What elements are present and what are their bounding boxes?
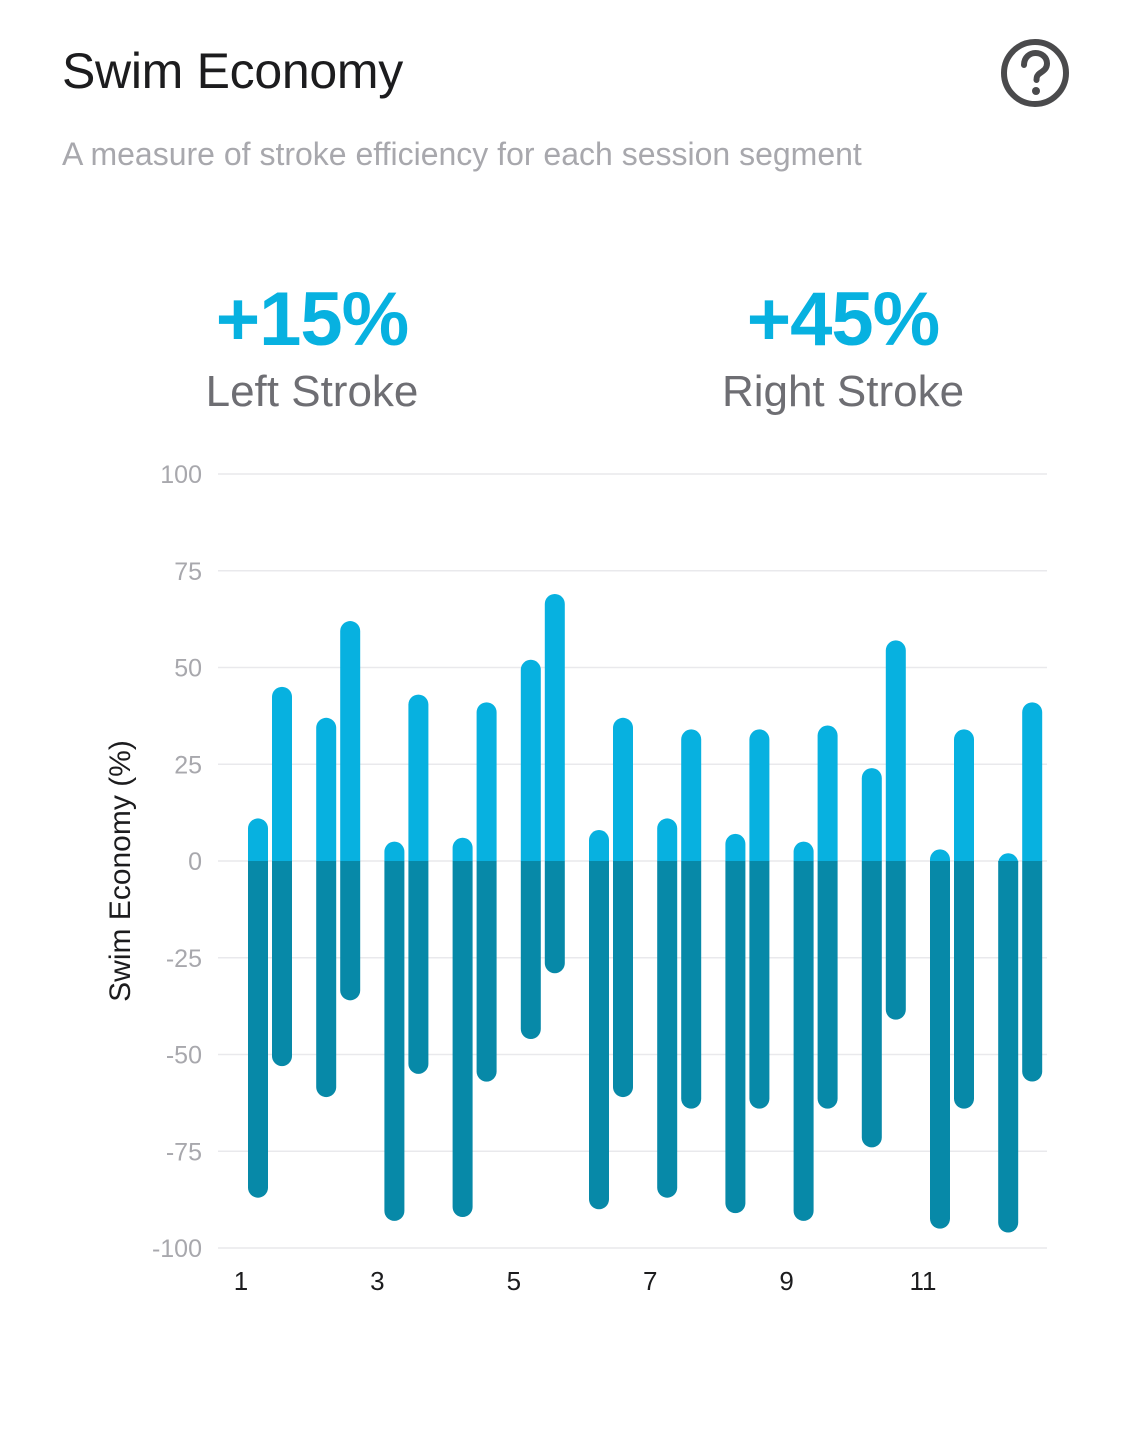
y-tick-label: -50 (166, 1042, 202, 1070)
left-stroke-bar-negative (793, 861, 814, 1221)
right-stroke-bar-positive (544, 593, 565, 861)
right-stroke-bar-positive (885, 640, 906, 861)
left-stroke-bar-negative (384, 861, 405, 1221)
left-stroke-bar-negative (725, 861, 746, 1214)
right-stroke-bar-negative (613, 861, 633, 1098)
left-stroke-bar (589, 830, 609, 1210)
y-tick-label: -100 (152, 1235, 202, 1263)
y-tick-label: -25 (166, 945, 202, 973)
y-tick-label: -75 (166, 1138, 202, 1166)
right-stroke-bar-negative (408, 861, 429, 1074)
right-stroke-bar-negative (476, 861, 497, 1082)
x-tick-label: 3 (370, 1266, 384, 1296)
right-stroke-label: Right Stroke (721, 367, 965, 416)
left-stroke-bar-negative (316, 861, 337, 1098)
left-stroke-bar (725, 833, 746, 1214)
x-tick-label: 11 (910, 1266, 937, 1296)
right-stroke-bar-negative (272, 861, 292, 1067)
left-stroke-bar-negative (930, 861, 950, 1229)
x-tick-label: 1 (234, 1266, 248, 1296)
left-stroke-bar-negative (589, 861, 609, 1210)
left-stroke-bar (384, 841, 405, 1221)
left-stroke-bar-positive (861, 768, 882, 861)
left-stroke-bar-positive (452, 837, 473, 861)
left-stroke-bar-positive (725, 833, 746, 861)
y-tick-label: 50 (174, 655, 202, 683)
page-subtitle: A measure of stroke efficiency for each … (62, 136, 862, 172)
left-stroke-bar (657, 818, 678, 1198)
y-tick-label: 75 (174, 558, 202, 586)
left-stroke-bar-positive (316, 717, 337, 861)
x-tick-label: 5 (507, 1266, 521, 1296)
right-stroke-stat: +45% Right Stroke (643, 278, 1043, 420)
left-stroke-bar (861, 768, 882, 1148)
left-stroke-bar (793, 841, 814, 1221)
y-tick-label: 25 (174, 751, 202, 779)
left-stroke-bar-positive (589, 830, 609, 861)
right-stroke-bar (954, 729, 974, 1109)
right-stroke-bar (476, 702, 497, 1082)
left-stroke-bar-positive (384, 841, 405, 861)
left-stroke-bar-negative (520, 861, 541, 1040)
left-stroke-bar (998, 853, 1019, 1233)
right-stroke-bar-positive (749, 729, 770, 861)
right-stroke-bar-positive (817, 725, 838, 861)
right-stroke-bar-positive (954, 729, 974, 861)
right-stroke-bar (340, 621, 361, 1001)
help-button[interactable] (1000, 38, 1070, 108)
y-tick-label: 0 (188, 848, 202, 876)
right-stroke-bar (544, 593, 565, 974)
left-stroke-label: Left Stroke (205, 367, 419, 416)
left-stroke-bar-positive (998, 853, 1019, 864)
right-stroke-bar-positive (272, 686, 292, 861)
right-stroke-bar-negative (544, 861, 565, 974)
right-stroke-bar-positive (1022, 702, 1043, 861)
left-stroke-value: +15% (215, 277, 410, 362)
right-stroke-bar-positive (613, 717, 633, 861)
x-tick-label: 9 (779, 1266, 793, 1296)
left-stroke-bar-negative (998, 861, 1019, 1233)
right-stroke-bar (681, 729, 702, 1109)
left-stroke-bar-negative (657, 861, 678, 1198)
left-stroke-bar-positive (520, 659, 541, 861)
right-stroke-bar (408, 694, 429, 1074)
page-title: Swim Economy (62, 43, 403, 99)
right-stroke-bar-negative (1022, 861, 1043, 1082)
left-stroke-bar-negative (248, 861, 268, 1198)
right-stroke-bar (1022, 702, 1043, 1082)
right-stroke-bar-positive (408, 694, 429, 861)
left-stroke-bar-negative (452, 861, 473, 1218)
right-stroke-value: +45% (746, 277, 941, 362)
y-axis-label: Swim Economy (%) (104, 740, 137, 1002)
left-stroke-bar-negative (861, 861, 882, 1148)
left-stroke-bar-positive (793, 841, 814, 861)
right-stroke-bar-positive (476, 702, 497, 861)
right-stroke-bar-negative (817, 861, 838, 1109)
right-stroke-bar (272, 686, 292, 1067)
right-stroke-bar (817, 725, 838, 1109)
left-stroke-bar (248, 818, 268, 1198)
left-stroke-bar (520, 659, 541, 1040)
right-stroke-bar-positive (681, 729, 702, 861)
left-stroke-bar-positive (930, 849, 950, 861)
right-stroke-bar-negative (681, 861, 702, 1109)
right-stroke-bar (613, 717, 633, 1098)
question-circle-icon (1001, 39, 1069, 107)
left-stroke-bar (452, 837, 473, 1218)
right-stroke-bar-negative (885, 861, 906, 1020)
y-tick-label: 100 (160, 461, 202, 489)
right-stroke-bar-negative (954, 861, 974, 1109)
right-stroke-bar-positive (340, 621, 361, 861)
left-stroke-bar (316, 717, 337, 1098)
right-stroke-bar-negative (340, 861, 361, 1001)
x-tick-label: 7 (643, 1266, 657, 1296)
left-stroke-stat: +15% Left Stroke (112, 278, 512, 420)
left-stroke-bar-positive (248, 818, 268, 861)
right-stroke-bar-negative (749, 861, 770, 1109)
right-stroke-bar (885, 640, 906, 1020)
right-stroke-bar (749, 729, 770, 1109)
left-stroke-bar (930, 849, 950, 1229)
left-stroke-bar-positive (657, 818, 678, 861)
